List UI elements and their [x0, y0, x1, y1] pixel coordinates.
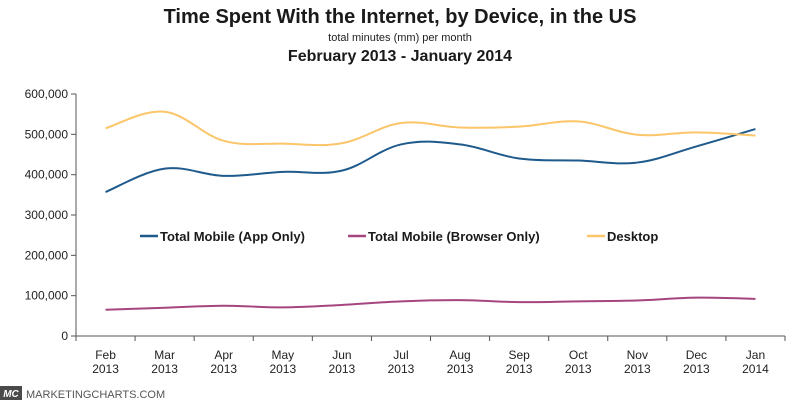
x-tick-label-year: 2013 — [624, 362, 651, 376]
footer-source[interactable]: MARKETINGCHARTS.COM — [26, 389, 165, 400]
x-tick-label-year: 2013 — [506, 362, 533, 376]
y-ticks: 0 100,000 200,000 300,000 400,000 500,000 600,… — [25, 87, 76, 343]
x-tick-label-month: Dec — [686, 348, 707, 362]
x-tick-label-year: 2013 — [388, 362, 415, 376]
x-tick-label-year: 2013 — [329, 362, 356, 376]
x-tick-label-month: Feb — [95, 348, 116, 362]
x-tick-label-month: Nov — [627, 348, 648, 362]
y-tick-label: 300,000 — [25, 208, 69, 222]
legend-label-browser-only: Total Mobile (Browser Only) — [368, 229, 540, 244]
x-tick-label-month: Apr — [214, 348, 233, 362]
chart-subtitle: total minutes (mm) per month — [328, 32, 472, 44]
y-tick-label: 600,000 — [25, 87, 69, 101]
x-tick-label-year: 2014 — [742, 362, 769, 376]
legend: Total Mobile (App Only) Total Mobile (Br… — [140, 229, 658, 244]
series-line-app-only — [105, 128, 756, 193]
x-tick-label-month: May — [271, 348, 294, 362]
footer: MC MARKETINGCHARTS.COM — [0, 386, 165, 400]
x-tick-label-year: 2013 — [447, 362, 474, 376]
series-layer — [105, 110, 756, 311]
y-tick-label: 500,000 — [25, 127, 69, 141]
x-tick-label-month: Aug — [449, 348, 470, 362]
x-tick-label-month: Sep — [508, 348, 530, 362]
x-tick-label-month: Oct — [569, 348, 588, 362]
x-ticks: Feb2013Mar2013Apr2013May2013Jun2013Jul20… — [75, 336, 786, 376]
x-tick-label-year: 2013 — [151, 362, 178, 376]
legend-item-browser-only[interactable]: Total Mobile (Browser Only) — [348, 229, 540, 244]
mc-logo-text: MC — [3, 389, 19, 400]
x-tick-label-year: 2013 — [210, 362, 237, 376]
legend-label-desktop: Desktop — [607, 229, 658, 244]
legend-item-desktop[interactable]: Desktop — [587, 229, 658, 244]
mc-logo — [0, 386, 22, 400]
legend-label-app-only: Total Mobile (App Only) — [160, 229, 305, 244]
x-tick-label-year: 2013 — [92, 362, 119, 376]
x-tick-label-month: Jun — [332, 348, 351, 362]
y-tick-label: 100,000 — [25, 289, 69, 303]
legend-item-app-only[interactable]: Total Mobile (App Only) — [140, 229, 305, 244]
x-tick-label-month: Jul — [393, 348, 408, 362]
x-tick-label-month: Jan — [746, 348, 765, 362]
y-tick-label: 400,000 — [25, 168, 69, 182]
x-tick-label-year: 2013 — [269, 362, 296, 376]
chart-title: Time Spent With the Internet, by Device,… — [164, 6, 637, 28]
chart-period: February 2013 - January 2014 — [288, 48, 512, 65]
series-line-browser-only — [105, 296, 756, 311]
x-tick-label-year: 2013 — [683, 362, 710, 376]
x-tick-label-month: Mar — [154, 348, 175, 362]
y-tick-label: 0 — [61, 329, 68, 343]
y-tick-label: 200,000 — [25, 248, 69, 262]
x-tick-label-year: 2013 — [565, 362, 592, 376]
series-line-desktop — [105, 110, 756, 147]
